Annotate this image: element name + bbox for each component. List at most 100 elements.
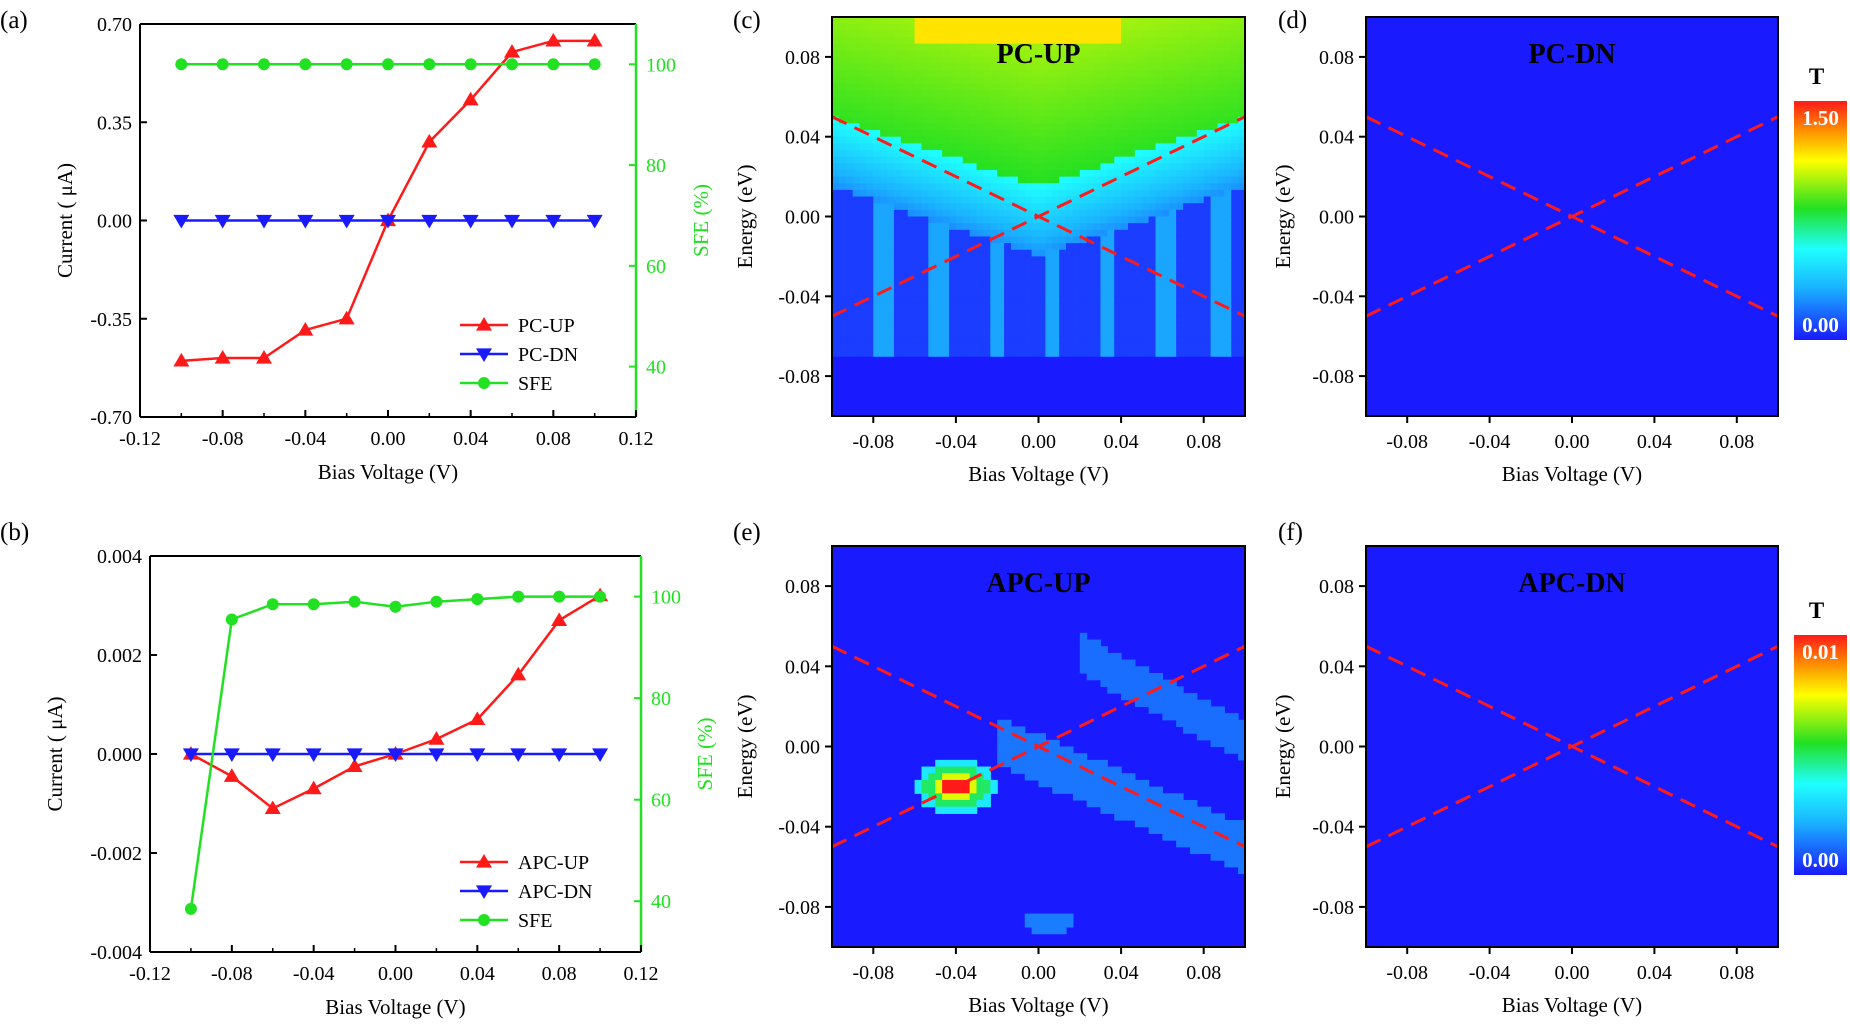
heatmap-cell [1224,336,1232,344]
heatmap-cell [1210,63,1219,71]
heatmap-cell [949,196,957,204]
heatmap-cell [983,17,991,25]
heatmap-cell [949,56,957,65]
heatmap-cell [873,123,881,131]
heatmap-cell [1169,283,1177,291]
heatmap-cell [962,43,971,51]
heatmap-cell [949,130,957,138]
heatmap-cell [1148,23,1157,31]
heatmap-cell [1114,143,1122,151]
heatmap-cell [873,116,881,124]
heatmap-cell [838,17,847,25]
heatmap-cell [1045,136,1053,144]
heatmap-cell [1224,249,1232,257]
x-tick-label: 0.04 [1104,962,1139,984]
heatmap-cell [1210,853,1219,861]
heatmap-cell [1017,63,1026,71]
heatmap-cell [1148,706,1157,714]
data-point-pc-up [297,321,314,336]
heatmap-cell [1038,203,1046,211]
heatmap-cell [1189,116,1198,124]
heatmap-cell [880,276,888,284]
heatmap-cell [942,110,950,118]
heatmap-cell [900,83,909,91]
heatmap-cell [866,143,874,151]
heatmap-cell [1093,216,1102,224]
heatmap-cell [949,163,957,171]
heatmap-cell [1162,43,1170,51]
heatmap-cell [852,243,861,251]
heatmap-cell [1093,659,1102,667]
heatmap-cell [1224,76,1232,85]
heatmap-cell [1155,63,1163,71]
y2-tick-label: 60 [651,790,671,812]
heatmap-cell [880,316,888,324]
heatmap-cell [1127,793,1136,801]
heatmap-cell [969,336,978,344]
heatmap-cell [1169,150,1177,158]
heatmap-cell [1176,316,1184,324]
heatmap-cell [1031,766,1040,774]
heatmap-cell [1010,136,1019,144]
heatmap-cell [1024,23,1033,31]
heatmap-cell [1059,289,1067,297]
heatmap-cell [1024,223,1033,231]
heatmap-cell [859,189,868,198]
heatmap-cell [852,169,861,178]
heatmap-cell [1093,276,1102,284]
legend-label: SFE [518,910,552,932]
heatmap-cell [1224,853,1232,861]
data-point-sfe [512,590,525,603]
heatmap-cell [1017,169,1026,178]
heatmap-cell [914,203,923,211]
heatmap-cell [1093,793,1102,801]
heatmap-cell [1155,83,1163,91]
heatmap-cell [1038,269,1046,277]
heatmap-cell [1121,110,1129,118]
heatmap-cell [949,90,957,98]
heatmap-cell [962,76,971,85]
heatmap-cell [914,249,923,257]
heatmap-cell [900,229,909,238]
heatmap-cell [969,50,978,58]
heatmap-cell [962,249,971,257]
heatmap-cell [997,322,1005,331]
heatmap-cell [1072,786,1081,794]
heatmap-cell [1127,322,1136,331]
heatmap-cell [1107,63,1115,71]
heatmap-cell [845,56,854,65]
data-point-pc-dn [504,214,520,229]
heatmap-cell [1100,169,1108,178]
heatmap-cell [1169,336,1177,344]
x-tick-label: 0.08 [542,963,577,985]
heatmap-cell [1059,913,1067,921]
heatmap-cell [990,322,998,331]
heatmap-cell [1155,793,1163,801]
heatmap-cell [873,130,881,138]
heatmap-cell [942,309,950,317]
heatmap-cell [1059,920,1067,928]
heatmap-cell [1017,263,1026,271]
heatmap-cell [873,36,881,45]
heatmap-cell [955,309,964,317]
heatmap-cell [1107,23,1115,31]
heatmap-cell [1141,236,1150,244]
heatmap-cell [949,759,957,768]
heatmap-cell [1004,123,1012,131]
heatmap-cell [962,96,971,105]
heatmap-cell [928,36,936,45]
heatmap-cell [1052,773,1060,781]
heatmap-cell [928,156,936,164]
heatmap-cell [955,349,964,357]
heatmap-cell [928,302,936,311]
heatmap-cell [1176,116,1184,124]
heatmap-cell [990,136,998,144]
heatmap-cell [1052,130,1060,138]
panel-label: (f) [1278,519,1303,546]
heatmap-cell [1189,96,1198,105]
heatmap-cell [838,302,847,311]
heatmap-cell [928,342,936,351]
heatmap-cell [845,130,854,138]
heatmap-cell [1004,143,1012,151]
